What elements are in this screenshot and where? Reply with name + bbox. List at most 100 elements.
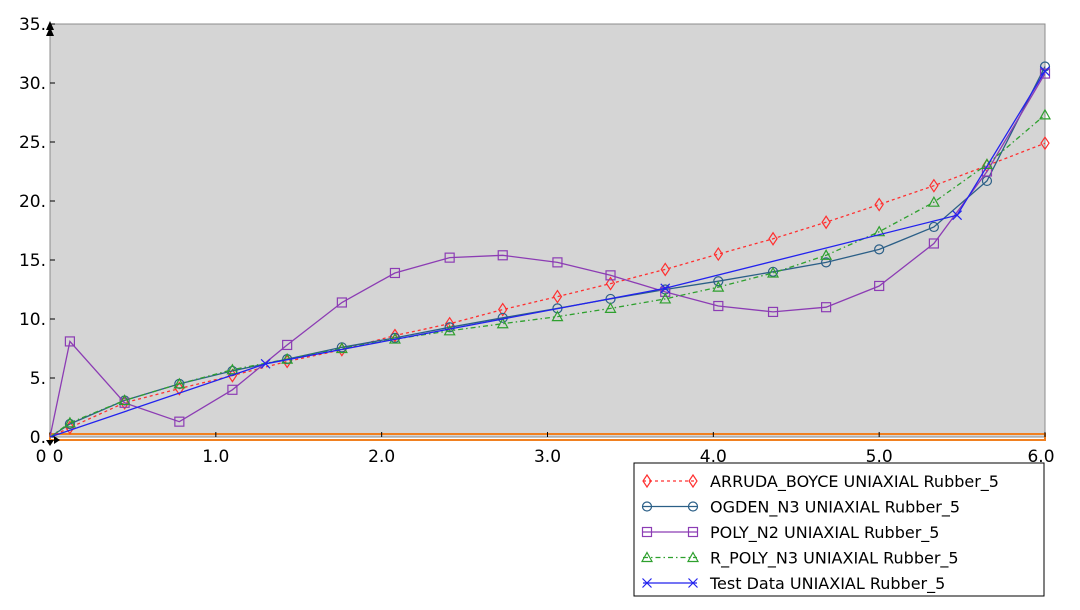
data-point	[713, 300, 724, 312]
legend-marker	[640, 551, 654, 563]
data-point	[389, 267, 401, 279]
data-point	[820, 249, 833, 260]
data-point	[874, 244, 885, 255]
data-point	[1038, 108, 1052, 120]
data-point	[820, 257, 832, 268]
data-point	[1040, 136, 1050, 151]
data-point	[444, 316, 455, 331]
data-point	[767, 306, 779, 318]
legend-marker	[687, 501, 699, 512]
y-tick-label: 20.	[19, 192, 46, 212]
y-tick-label: 10.	[19, 310, 46, 330]
series-square	[49, 68, 1051, 438]
data-point	[980, 158, 993, 170]
data-point	[1040, 66, 1050, 77]
legend-label: ARRUDA_BOYCE UNIAXIAL Rubber_5	[710, 472, 999, 492]
data-point	[444, 322, 455, 333]
data-point	[604, 302, 617, 313]
data-point	[260, 358, 271, 369]
origin-marker-icon	[46, 436, 60, 446]
x-tick-label: 6.0	[1027, 447, 1054, 467]
data-point	[952, 210, 963, 221]
data-point	[874, 280, 885, 292]
data-point	[444, 252, 455, 263]
legend-marker	[688, 578, 698, 588]
data-point	[551, 310, 564, 322]
x-tick-label: 0	[53, 447, 64, 467]
y-tick-label: 5.	[30, 369, 46, 389]
data-point	[64, 418, 76, 430]
series-line	[49, 66, 1046, 438]
legend-marker	[642, 578, 652, 588]
data-point	[173, 377, 186, 389]
data-point	[659, 292, 672, 304]
legend-label: Test Data UNIAXIAL Rubber_5	[709, 574, 945, 594]
legend-marker	[687, 526, 699, 538]
data-point	[660, 283, 671, 294]
data-point	[552, 257, 563, 268]
y-tick-label: 25.	[19, 133, 46, 153]
y-tick-label: 35.	[19, 15, 46, 35]
x-tick-label: 5.0	[866, 447, 893, 467]
data-point	[929, 178, 939, 193]
legend-marker	[641, 526, 653, 538]
legend-label: OGDEN_N3 UNIAXIAL Rubber_5	[710, 498, 960, 518]
data-point	[712, 280, 725, 292]
y-tick-label: 0.	[30, 428, 46, 448]
x-tick-label: 3.0	[534, 447, 561, 467]
legend-marker	[688, 473, 698, 489]
data-point	[873, 225, 886, 237]
data-point	[174, 416, 185, 427]
data-point	[497, 250, 508, 261]
y-axis-ticks: 0. 5. 10. 15. 20. 25. 30. 35.	[19, 15, 55, 448]
legend: ARRUDA_BOYCE UNIAXIAL Rubber_5 OGDEN_N3 U…	[633, 462, 1045, 597]
data-point	[496, 317, 509, 329]
legend-label: R_POLY_N3 UNIAXIAL Rubber_5	[710, 549, 959, 569]
data-point	[768, 231, 778, 246]
data-point	[874, 197, 884, 212]
series-x	[49, 66, 1050, 438]
x-tick-label: 1.0	[202, 447, 229, 467]
y-tick-label: 30.	[19, 74, 46, 94]
legend-label: POLY_N2 UNIAXIAL Rubber_5	[710, 523, 939, 543]
data-point	[64, 336, 76, 347]
legend-item: ARRUDA_BOYCE UNIAXIAL Rubber_5	[642, 472, 999, 492]
data-point	[713, 247, 724, 262]
data-point	[821, 215, 831, 230]
data-point	[928, 238, 939, 249]
data-point	[227, 384, 238, 395]
data-point	[820, 302, 832, 313]
axis-arrow-up-icon	[46, 21, 54, 36]
data-point	[927, 195, 940, 207]
data-point	[928, 221, 939, 233]
x-tick-label: 2.0	[368, 447, 395, 467]
series-line	[49, 142, 1046, 438]
x-axis-ticks: 0 0 1.0 2.0 3.0 4.0 5.0 6.0	[36, 432, 1055, 467]
legend-box	[633, 462, 1045, 597]
x-tick-label: 0	[36, 447, 47, 467]
legend-item: R_POLY_N3 UNIAXIAL Rubber_5	[640, 549, 959, 569]
data-point	[63, 416, 76, 428]
series-layer	[49, 61, 1052, 438]
x-tick-label: 4.0	[700, 447, 727, 467]
data-point	[713, 276, 724, 287]
data-point	[552, 289, 563, 304]
data-point	[390, 328, 400, 343]
plot-area	[49, 23, 1046, 438]
data-point	[767, 266, 780, 278]
data-point	[336, 297, 347, 308]
legend-item: OGDEN_N3 UNIAXIAL Rubber_5	[641, 498, 960, 518]
data-point	[335, 342, 348, 354]
y-tick-label: 15.	[19, 251, 46, 271]
data-point	[174, 381, 185, 396]
legend-marker	[642, 473, 652, 489]
data-point	[118, 394, 131, 406]
data-point	[443, 324, 456, 336]
series-line	[49, 73, 1046, 438]
data-point	[660, 262, 670, 277]
data-point	[226, 363, 239, 375]
data-point	[605, 270, 616, 281]
data-point	[1039, 68, 1051, 79]
legend-item: POLY_N2 UNIAXIAL Rubber_5	[641, 523, 939, 543]
